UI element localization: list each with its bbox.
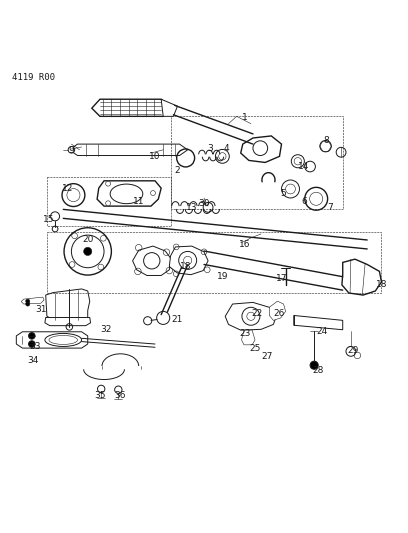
Text: 29: 29 [347,345,359,354]
Text: 4: 4 [224,144,229,152]
Text: 22: 22 [251,309,263,318]
Text: 4119 R00: 4119 R00 [12,72,55,82]
Text: 16: 16 [239,239,251,248]
Circle shape [106,201,111,206]
Polygon shape [133,246,171,276]
Text: 6: 6 [301,197,307,206]
Text: 15: 15 [43,215,55,224]
Text: 20: 20 [82,236,93,245]
Polygon shape [169,246,208,274]
Text: 24: 24 [317,327,328,336]
Polygon shape [97,181,161,206]
Polygon shape [242,330,255,345]
Circle shape [106,181,111,186]
Circle shape [310,361,318,369]
Text: 10: 10 [149,152,161,161]
Text: 18: 18 [376,280,387,289]
Text: 35: 35 [94,391,106,400]
Text: 34: 34 [27,356,38,365]
Text: 14: 14 [298,162,310,171]
Text: 2: 2 [175,166,180,175]
Polygon shape [45,318,91,326]
Circle shape [151,191,155,196]
Text: 27: 27 [262,352,273,361]
Text: 32: 32 [100,325,112,334]
Polygon shape [46,289,90,320]
Text: 7: 7 [328,203,333,212]
Circle shape [29,341,35,348]
Text: 36: 36 [115,391,126,400]
Ellipse shape [110,184,143,204]
Text: 5: 5 [281,189,286,198]
Text: 21: 21 [172,315,183,324]
Polygon shape [225,302,277,330]
Polygon shape [241,136,282,163]
Text: 12: 12 [62,184,73,193]
Polygon shape [21,297,44,304]
Circle shape [68,147,75,153]
Polygon shape [342,259,381,295]
Circle shape [26,299,30,303]
Text: 18: 18 [180,262,191,271]
Text: 31: 31 [35,305,47,314]
Text: 17: 17 [276,274,287,283]
Text: 26: 26 [274,309,285,318]
Polygon shape [269,301,286,320]
Text: 25: 25 [249,344,261,353]
Circle shape [84,247,92,255]
Polygon shape [69,144,188,156]
Text: 1: 1 [242,113,248,122]
Polygon shape [294,316,343,330]
Text: 8: 8 [324,135,329,144]
Text: 13: 13 [186,203,197,212]
Text: 11: 11 [133,197,144,206]
Text: 30: 30 [198,199,210,208]
Polygon shape [161,99,177,116]
Circle shape [26,302,30,306]
Polygon shape [92,99,171,116]
Text: 23: 23 [239,329,251,338]
Polygon shape [16,332,88,348]
Ellipse shape [49,335,78,344]
Ellipse shape [45,334,82,346]
Text: 19: 19 [217,272,228,281]
Text: 3: 3 [207,144,213,152]
Text: 28: 28 [313,366,324,375]
Circle shape [29,333,35,339]
Text: 9: 9 [69,146,74,155]
Text: 33: 33 [29,342,40,351]
